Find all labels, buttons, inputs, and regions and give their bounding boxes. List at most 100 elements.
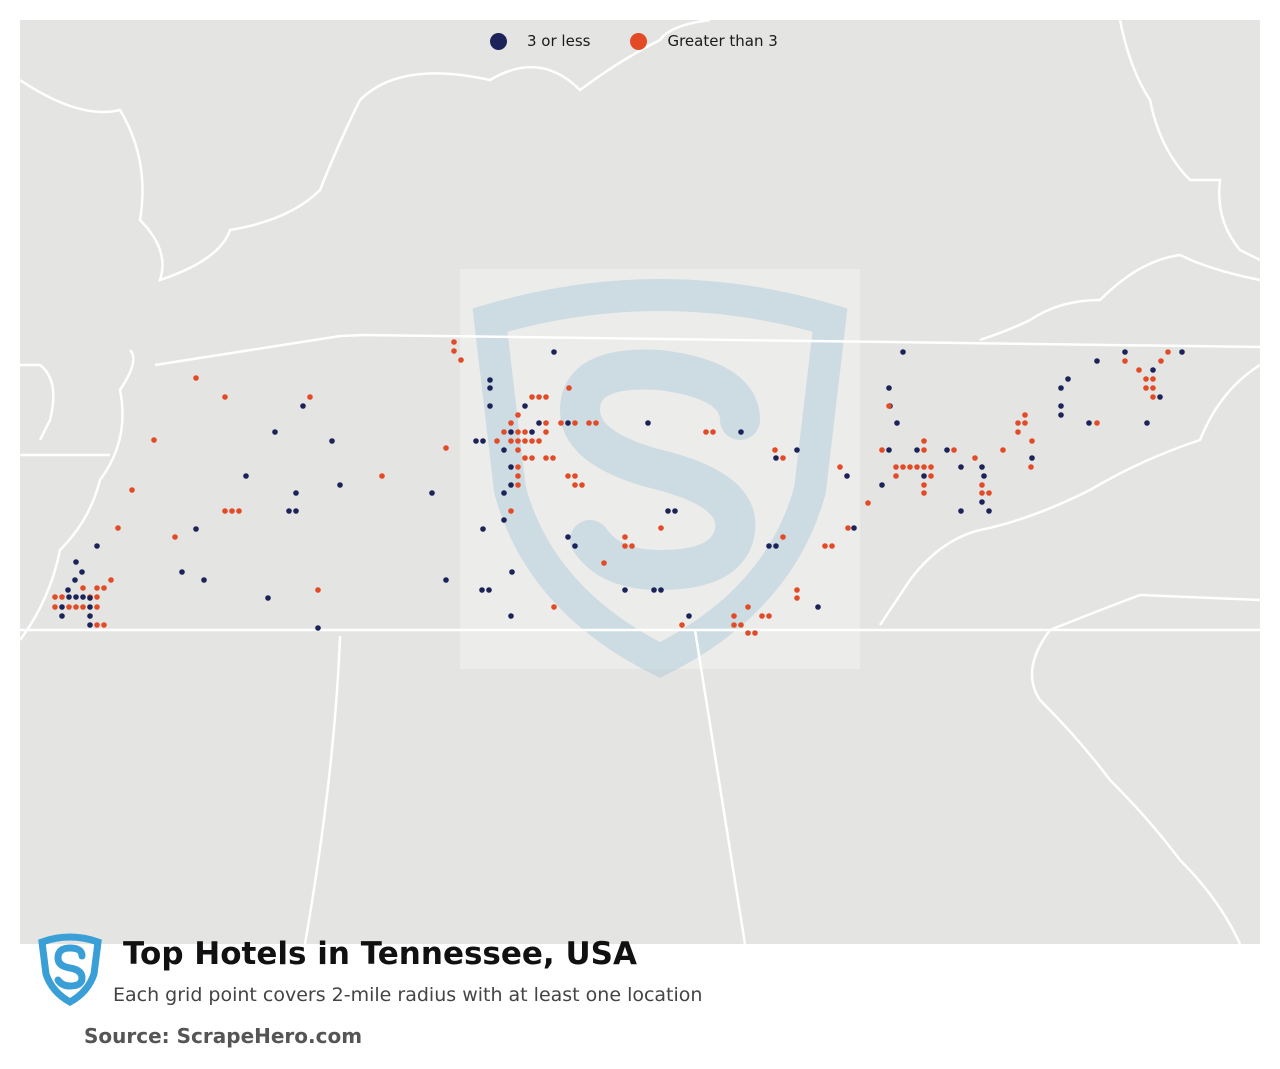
grid-point-3-or-less — [300, 403, 306, 409]
grid-point-3-or-less — [265, 595, 271, 601]
grid-point-greater-than-3 — [579, 482, 585, 488]
grid-point-3-or-less — [794, 447, 800, 453]
grid-point-3-or-less — [900, 349, 906, 355]
grid-point-3-or-less — [879, 482, 885, 488]
grid-point-greater-than-3 — [508, 508, 514, 514]
grid-point-greater-than-3 — [515, 429, 521, 435]
grid-point-3-or-less — [665, 508, 671, 514]
grid-point-3-or-less — [487, 385, 493, 391]
grid-point-greater-than-3 — [52, 604, 58, 610]
grid-point-3-or-less — [1094, 358, 1100, 364]
grid-point-greater-than-3 — [94, 604, 100, 610]
grid-point-3-or-less — [201, 577, 207, 583]
grid-point-greater-than-3 — [115, 525, 121, 531]
grid-point-greater-than-3 — [745, 630, 751, 636]
grid-point-3-or-less — [522, 403, 528, 409]
grid-point-3-or-less — [686, 613, 692, 619]
grid-point-greater-than-3 — [986, 490, 992, 496]
grid-point-3-or-less — [429, 490, 435, 496]
grid-point-greater-than-3 — [759, 613, 765, 619]
grid-point-greater-than-3 — [979, 482, 985, 488]
grid-point-greater-than-3 — [94, 594, 100, 600]
grid-point-greater-than-3 — [921, 490, 927, 496]
navy-dot-icon — [490, 32, 507, 50]
grid-point-greater-than-3 — [379, 473, 385, 479]
grid-point-greater-than-3 — [236, 508, 242, 514]
grid-point-3-or-less — [79, 569, 85, 575]
grid-point-greater-than-3 — [151, 437, 157, 443]
grid-point-greater-than-3 — [886, 403, 892, 409]
grid-point-greater-than-3 — [443, 445, 449, 451]
grid-point-greater-than-3 — [529, 438, 535, 444]
grid-point-greater-than-3 — [73, 604, 79, 610]
grid-point-3-or-less — [315, 625, 321, 631]
grid-point-3-or-less — [529, 429, 535, 435]
grid-point-greater-than-3 — [66, 604, 72, 610]
grid-point-greater-than-3 — [710, 429, 716, 435]
grid-point-greater-than-3 — [508, 438, 514, 444]
grid-point-3-or-less — [293, 508, 299, 514]
grid-point-greater-than-3 — [193, 375, 199, 381]
grid-point-3-or-less — [87, 604, 93, 610]
grid-point-3-or-less — [622, 587, 628, 593]
grid-point-greater-than-3 — [558, 420, 564, 426]
grid-point-greater-than-3 — [522, 438, 528, 444]
grid-point-greater-than-3 — [679, 622, 685, 628]
grid-point-3-or-less — [179, 569, 185, 575]
grid-point-greater-than-3 — [501, 429, 507, 435]
grid-point-greater-than-3 — [921, 438, 927, 444]
grid-point-3-or-less — [572, 543, 578, 549]
grid-point-greater-than-3 — [703, 429, 709, 435]
grid-point-3-or-less — [981, 473, 987, 479]
source-credit: Source: ScrapeHero.com — [84, 1024, 363, 1048]
grid-point-greater-than-3 — [845, 525, 851, 531]
legend-item-greater-than-3: Greater than 3 — [630, 32, 778, 50]
grid-point-greater-than-3 — [536, 438, 542, 444]
grid-point-greater-than-3 — [101, 622, 107, 628]
grid-point-greater-than-3 — [951, 447, 957, 453]
scrapehero-logo-icon — [30, 928, 110, 1008]
grid-point-greater-than-3 — [921, 482, 927, 488]
grid-point-greater-than-3 — [972, 455, 978, 461]
grid-point-greater-than-3 — [731, 622, 737, 628]
grid-point-greater-than-3 — [837, 464, 843, 470]
grid-point-3-or-less — [565, 420, 571, 426]
grid-point-greater-than-3 — [1150, 394, 1156, 400]
grid-point-greater-than-3 — [921, 447, 927, 453]
grid-point-3-or-less — [1157, 394, 1163, 400]
grid-point-3-or-less — [766, 543, 772, 549]
grid-point-greater-than-3 — [1022, 412, 1028, 418]
grid-point-3-or-less — [87, 613, 93, 619]
grid-point-3-or-less — [1065, 376, 1071, 382]
grid-point-greater-than-3 — [1028, 464, 1034, 470]
grid-point-greater-than-3 — [928, 473, 934, 479]
grid-point-greater-than-3 — [629, 543, 635, 549]
grid-point-greater-than-3 — [586, 420, 592, 426]
grid-point-greater-than-3 — [731, 613, 737, 619]
grid-point-greater-than-3 — [745, 604, 751, 610]
grid-point-greater-than-3 — [1143, 385, 1149, 391]
grid-point-greater-than-3 — [550, 455, 556, 461]
grid-point-greater-than-3 — [458, 357, 464, 363]
grid-point-greater-than-3 — [80, 585, 86, 591]
grid-point-3-or-less — [87, 595, 93, 601]
grid-point-greater-than-3 — [780, 455, 786, 461]
grid-point-greater-than-3 — [229, 508, 235, 514]
grid-point-3-or-less — [73, 559, 79, 565]
grid-point-greater-than-3 — [752, 630, 758, 636]
grid-point-greater-than-3 — [921, 464, 927, 470]
grid-point-greater-than-3 — [551, 604, 557, 610]
grid-point-3-or-less — [1029, 455, 1035, 461]
grid-point-greater-than-3 — [515, 447, 521, 453]
watermark-shield-icon — [472, 279, 848, 678]
grid-point-3-or-less — [1058, 412, 1064, 418]
grid-point-3-or-less — [773, 455, 779, 461]
grid-point-greater-than-3 — [1022, 420, 1028, 426]
grid-point-3-or-less — [501, 517, 507, 523]
grid-point-3-or-less — [851, 525, 857, 531]
grid-point-greater-than-3 — [1015, 420, 1021, 426]
grid-point-greater-than-3 — [1143, 376, 1149, 382]
grid-point-3-or-less — [508, 429, 514, 435]
grid-point-greater-than-3 — [565, 473, 571, 479]
legend-item-3-or-less: 3 or less — [490, 32, 590, 50]
